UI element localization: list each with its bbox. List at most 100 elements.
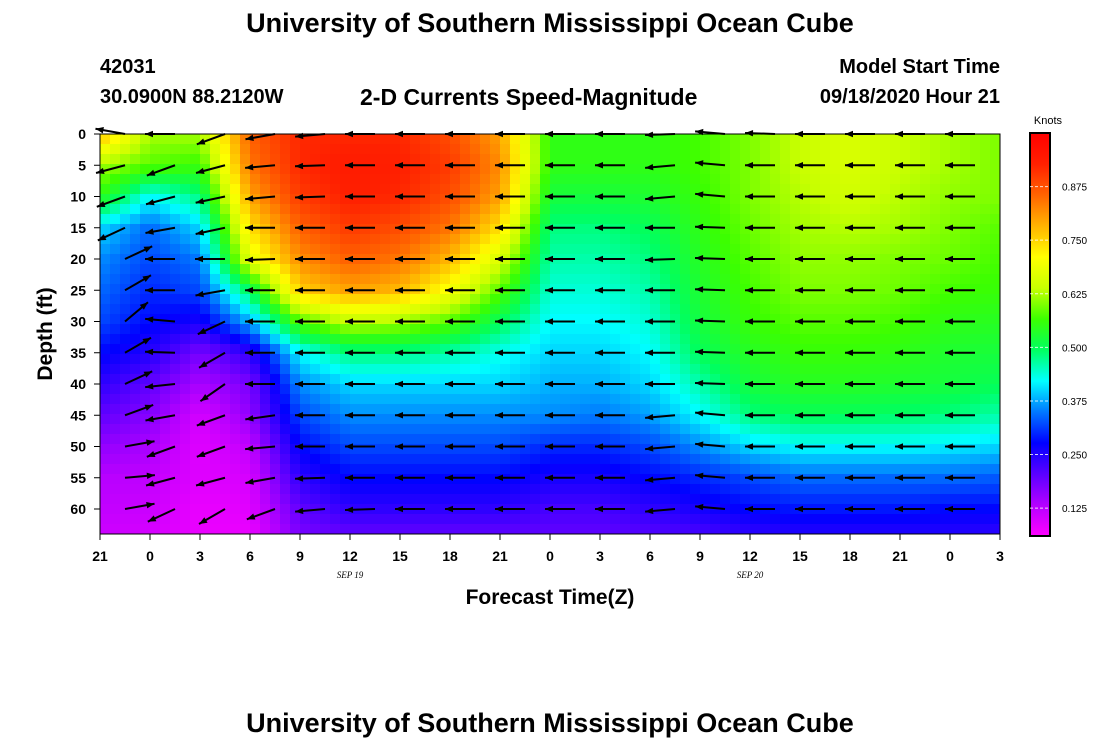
heatmap-cell [560,424,571,435]
heatmap-cell [480,394,491,405]
heatmap-cell [290,424,301,435]
arrow-head [295,162,304,170]
heatmap-cell [680,134,691,145]
heatmap-cell [720,194,731,205]
heatmap-cell [520,184,531,195]
heatmap-cell [130,324,141,335]
heatmap-cell [510,424,521,435]
heatmap-cell [550,174,561,185]
heatmap-cell [230,344,241,355]
heatmap-cell [290,504,301,515]
current-arrow [945,349,975,356]
heatmap-cell [280,454,291,465]
heatmap-cell [470,234,481,245]
heatmap-cell [930,254,941,265]
heatmap-cell [770,284,781,295]
heatmap-cell [670,384,681,395]
heatmap-cell [680,224,691,235]
heatmap-cell [850,524,861,534]
heatmap-cell [290,414,301,425]
heatmap-cell [590,364,601,375]
current-arrow [147,508,176,523]
heatmap-cell [620,484,631,495]
heatmap-cell [560,484,571,495]
heatmap-cell [390,294,401,305]
heatmap-cell [840,414,851,425]
heatmap-cell [600,164,611,175]
heatmap-cell [670,314,681,325]
heatmap-cell [610,404,621,415]
arrow-head [495,255,503,263]
heatmap-cell [570,314,581,325]
heatmap-cell [790,484,801,495]
heatmap-cell [620,364,631,375]
heatmap-cell [520,154,531,165]
heatmap-cell [680,314,691,325]
heatmap-cell [760,214,771,225]
heatmap-cell [870,344,881,355]
heatmap-cell [350,424,361,435]
heatmap-cell [980,424,991,435]
heatmap-cell [530,474,541,485]
heatmap-cell [590,214,601,225]
heatmap-cell [260,514,271,525]
heatmap-cell [430,324,441,335]
heatmap-cell [320,434,331,445]
heatmap-cell [720,234,731,245]
heatmap-cell [800,524,811,534]
current-arrow [545,412,575,419]
current-arrow [895,224,925,231]
heatmap-cell [530,414,541,425]
heatmap-cell [730,454,741,465]
heatmap-cell [740,474,751,485]
heatmap-cell [510,374,521,385]
heatmap-cell [530,394,541,405]
heatmap-cell [150,434,161,445]
heatmap-cell [610,344,621,355]
heatmap-cell [510,184,521,195]
heatmap-cell [820,384,831,395]
heatmap-cell [960,464,971,475]
heatmap-cell [250,404,261,415]
heatmap-cell [240,504,251,515]
arrow-head [395,255,403,263]
heatmap-cell [100,244,111,255]
heatmap-cell [330,254,341,265]
heatmap-cell [540,334,551,345]
heatmap-cell [950,404,961,415]
heatmap-cell [930,444,941,455]
heatmap-cell [960,364,971,375]
heatmap-cell [240,324,251,335]
heatmap-cell [760,134,771,145]
heatmap-cell [670,494,681,505]
arrow-head [146,451,156,458]
heatmap-cell [580,484,591,495]
heatmap-cell [790,244,801,255]
heatmap-cell [540,424,551,435]
heatmap-cell [520,164,531,175]
heatmap-cell [870,494,881,505]
heatmap-cell [540,234,551,245]
heatmap-cell [920,494,931,505]
current-arrow [445,162,475,169]
heatmap-cell [390,234,401,245]
heatmap-cell [210,484,221,495]
heatmap-cell [870,484,881,495]
heatmap-cell [270,514,281,525]
heatmap-cell [500,344,511,355]
heatmap-cell [660,244,671,255]
heatmap-cell [760,514,771,525]
heatmap-cell [530,334,541,345]
heatmap-cell [100,304,111,315]
heatmap-cell [900,324,911,335]
heatmap-cell [290,294,301,305]
heatmap-cell [910,204,921,215]
current-arrow [695,191,726,198]
heatmap-cell [750,334,761,345]
heatmap-cell [740,194,751,205]
heatmap-cell [710,244,721,255]
heatmap-cell [470,314,481,325]
heatmap-cell [690,244,701,255]
heatmap-cell [110,344,121,355]
heatmap-cell [700,224,711,235]
